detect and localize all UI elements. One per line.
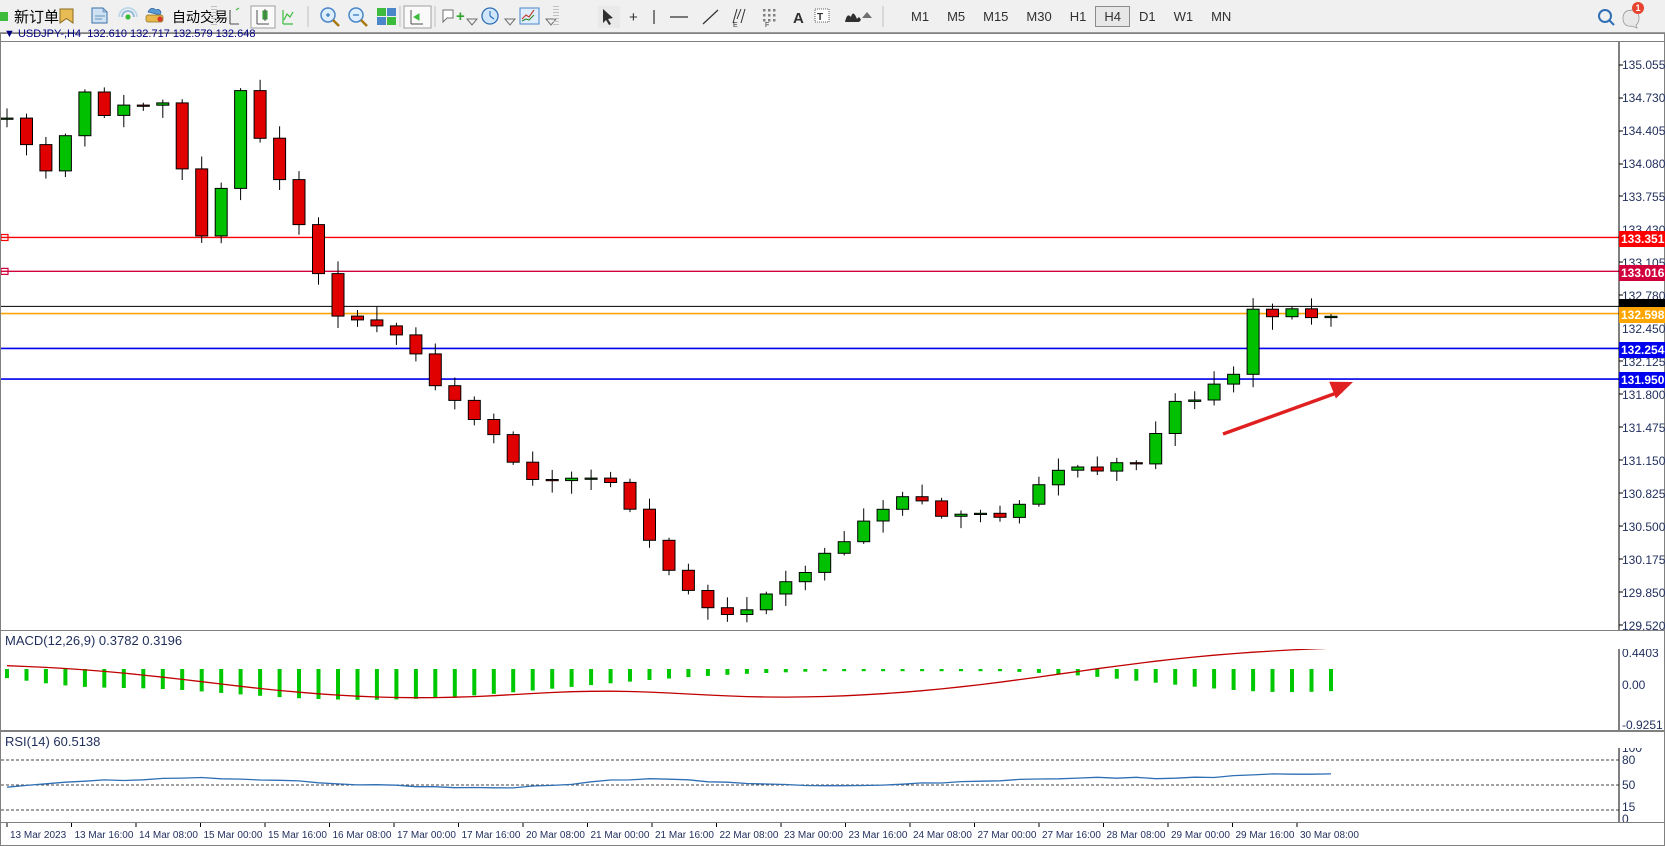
svg-text:F: F — [765, 22, 769, 29]
svg-text:15 Mar 00:00: 15 Mar 00:00 — [204, 830, 263, 841]
svg-text:22 Mar 08:00: 22 Mar 08:00 — [720, 830, 779, 841]
svg-text:+: + — [456, 8, 465, 25]
svg-text:30 Mar 08:00: 30 Mar 08:00 — [1300, 830, 1359, 841]
svg-text:130.825: 130.825 — [1622, 487, 1665, 501]
svg-text:129.850: 129.850 — [1622, 586, 1665, 600]
svg-text:13 Mar 16:00: 13 Mar 16:00 — [75, 830, 134, 841]
svg-text:134.730: 134.730 — [1622, 91, 1665, 105]
svg-text:+: + — [629, 9, 638, 26]
svg-text:27 Mar 00:00: 27 Mar 00:00 — [978, 830, 1037, 841]
svg-text:131.800: 131.800 — [1622, 388, 1665, 402]
svg-text:T: T — [817, 12, 823, 23]
svg-text:131.475: 131.475 — [1622, 421, 1665, 435]
svg-text:20 Mar 08:00: 20 Mar 08:00 — [526, 830, 585, 841]
svg-text:0: 0 — [1622, 812, 1629, 823]
svg-text:23 Mar 00:00: 23 Mar 00:00 — [784, 830, 843, 841]
svg-text:自动交易: 自动交易 — [172, 7, 228, 27]
svg-text:135.055: 135.055 — [1622, 58, 1665, 72]
svg-text:132.450: 132.450 — [1622, 322, 1665, 336]
svg-text:29 Mar 00:00: 29 Mar 00:00 — [1171, 830, 1230, 841]
svg-text:130.175: 130.175 — [1622, 553, 1665, 567]
svg-text:新订单: 新订单 — [14, 6, 59, 27]
svg-text:21 Mar 16:00: 21 Mar 16:00 — [655, 830, 714, 841]
svg-text:132.254: 132.254 — [1621, 343, 1665, 357]
svg-text:133.755: 133.755 — [1622, 190, 1665, 204]
svg-text:29 Mar 16:00: 29 Mar 16:00 — [1236, 830, 1295, 841]
svg-text:14 Mar 08:00: 14 Mar 08:00 — [139, 830, 198, 841]
svg-text:130.500: 130.500 — [1622, 520, 1665, 534]
svg-text:16 Mar 08:00: 16 Mar 08:00 — [333, 830, 392, 841]
svg-text:23 Mar 16:00: 23 Mar 16:00 — [849, 830, 908, 841]
svg-text:-0.9251: -0.9251 — [1622, 718, 1663, 731]
svg-text:50: 50 — [1622, 778, 1636, 792]
svg-text:80: 80 — [1622, 753, 1636, 767]
svg-text:0.00: 0.00 — [1622, 678, 1646, 692]
svg-text:27 Mar 16:00: 27 Mar 16:00 — [1042, 830, 1101, 841]
svg-text:28 Mar 08:00: 28 Mar 08:00 — [1107, 830, 1166, 841]
svg-text:13 Mar 2023: 13 Mar 2023 — [10, 830, 67, 841]
svg-text:129.520: 129.520 — [1622, 619, 1665, 630]
svg-text:24 Mar 08:00: 24 Mar 08:00 — [913, 830, 972, 841]
svg-text:1: 1 — [1636, 3, 1641, 13]
svg-text:21 Mar 00:00: 21 Mar 00:00 — [591, 830, 650, 841]
svg-text:17 Mar 00:00: 17 Mar 00:00 — [397, 830, 456, 841]
svg-text:15 Mar 16:00: 15 Mar 16:00 — [268, 830, 327, 841]
svg-text:133.016: 133.016 — [1621, 266, 1665, 280]
svg-text:134.080: 134.080 — [1622, 157, 1665, 171]
svg-text:134.405: 134.405 — [1622, 124, 1665, 138]
svg-text:132.598: 132.598 — [1621, 308, 1665, 322]
svg-text:A: A — [793, 10, 804, 27]
svg-text:17 Mar 16:00: 17 Mar 16:00 — [462, 830, 521, 841]
svg-text:133.351: 133.351 — [1621, 232, 1665, 246]
svg-text:131.950: 131.950 — [1621, 373, 1665, 387]
svg-text:131.150: 131.150 — [1622, 454, 1665, 468]
svg-text:E: E — [733, 22, 738, 29]
svg-text:0.4403: 0.4403 — [1622, 649, 1659, 660]
